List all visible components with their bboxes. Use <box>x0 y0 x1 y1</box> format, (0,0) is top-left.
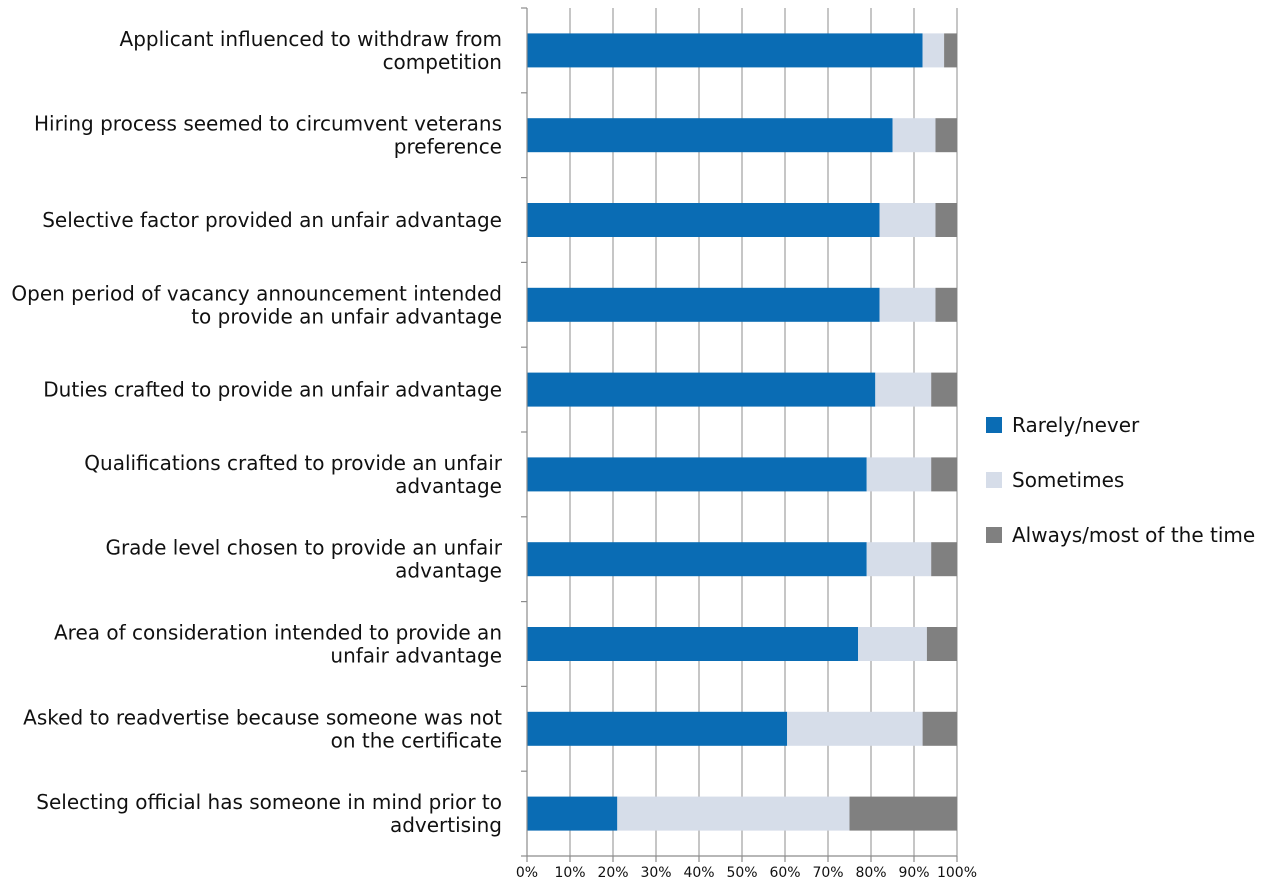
bar-segment-2-row-6 <box>866 457 932 492</box>
category-label: Grade level chosen to provide an unfair a… <box>105 536 502 583</box>
x-tick-label: 80% <box>855 865 886 879</box>
bar-segment-2-row-4 <box>879 287 936 322</box>
bar-segment-3-row-4 <box>935 287 957 322</box>
legend-swatch <box>986 527 1002 543</box>
bar-segment-1-row-4 <box>527 287 880 322</box>
bar-segment-3-row-8 <box>926 627 957 661</box>
bar-segment-3-row-1 <box>944 33 957 68</box>
x-tick-label: 60% <box>769 865 800 879</box>
category-label-line: Area of consideration intended to provid… <box>54 621 502 645</box>
x-tick-label: 0% <box>516 865 538 879</box>
category-label-line: advantage <box>395 559 502 583</box>
category-label-line: Selective factor provided an unfair adva… <box>42 208 502 232</box>
bar-segment-1-row-2 <box>527 118 893 153</box>
x-tick-label: 90% <box>898 865 929 879</box>
x-tick-label: 50% <box>726 865 757 879</box>
category-label: Hiring process seemed to circumvent vete… <box>34 112 502 159</box>
bar-segment-2-row-7 <box>866 542 932 577</box>
category-label-line: advertising <box>390 813 502 837</box>
x-tick-label: 30% <box>640 865 671 879</box>
bar-segment-2-row-5 <box>875 372 932 407</box>
bar-segment-3-row-6 <box>931 457 957 492</box>
category-label-line: Grade level chosen to provide an unfair <box>105 536 502 560</box>
bar-segment-1-row-9 <box>527 711 788 746</box>
category-label-line: on the certificate <box>331 728 502 752</box>
category-label-line: Hiring process seemed to circumvent vete… <box>34 112 502 136</box>
x-tick-label: 40% <box>683 865 714 879</box>
bar-segment-3-row-2 <box>935 118 957 153</box>
category-label-line: advantage <box>395 474 502 498</box>
bar-segment-1-row-5 <box>527 372 876 407</box>
category-label: Asked to readvertise because someone was… <box>23 705 502 752</box>
bars <box>527 33 957 831</box>
bar-segment-2-row-2 <box>892 118 936 153</box>
category-label-line: to provide an unfair advantage <box>191 304 502 328</box>
category-labels: Applicant influenced to withdraw from com… <box>11 27 502 837</box>
category-label: Open period of vacancy announcement inte… <box>11 281 502 328</box>
legend-label: Always/most of the time <box>1012 523 1255 547</box>
bar-segment-1-row-7 <box>527 542 867 577</box>
legend-swatch <box>986 417 1002 433</box>
bar-segment-1-row-1 <box>527 33 923 68</box>
x-tick-label: 10% <box>554 865 585 879</box>
category-label-line: Asked to readvertise because someone was… <box>23 705 502 729</box>
category-label-line: preference <box>394 135 502 159</box>
bar-segment-2-row-8 <box>858 627 927 661</box>
bar-segment-2-row-3 <box>879 203 936 237</box>
category-label-line: competition <box>383 50 502 74</box>
x-tick-labels: 0% 10% 20% 30% 40% 50% 60% 70% 80% 90% 100% <box>516 865 977 879</box>
bar-segment-2-row-9 <box>787 711 923 746</box>
bar-segment-1-row-10 <box>527 796 618 831</box>
x-tick-label: 100% <box>937 865 977 879</box>
bar-segment-1-row-6 <box>527 457 867 492</box>
bar-segment-1-row-3 <box>527 203 880 237</box>
bar-segment-1-row-8 <box>527 627 859 661</box>
x-tick-label: 70% <box>812 865 843 879</box>
category-label-line: Selecting official has someone in mind p… <box>36 790 502 814</box>
x-tick-label: 20% <box>597 865 628 879</box>
bar-segment-3-row-7 <box>931 542 957 577</box>
category-label-line: Open period of vacancy announcement inte… <box>11 281 502 305</box>
category-label-line: Qualifications crafted to provide an unf… <box>84 451 502 475</box>
bar-segment-3-row-5 <box>931 372 957 407</box>
category-label: Duties crafted to provide an unfair adva… <box>43 378 502 402</box>
legend-swatch <box>986 472 1002 488</box>
bar-segment-2-row-1 <box>922 33 945 68</box>
bar-segment-3-row-10 <box>849 796 957 831</box>
category-label: Area of consideration intended to provid… <box>54 621 502 668</box>
category-label: Selective factor provided an unfair adva… <box>42 208 502 232</box>
axes <box>521 7 958 862</box>
legend: Rarely/never Sometimes Always/most of the … <box>986 413 1255 547</box>
category-label: Selecting official has someone in mind p… <box>36 790 502 837</box>
category-label-line: Applicant influenced to withdraw from <box>120 27 502 51</box>
bar-segment-2-row-10 <box>617 796 850 831</box>
category-label: Applicant influenced to withdraw from com… <box>120 27 502 74</box>
category-label-line: unfair advantage <box>330 644 502 668</box>
bar-segment-3-row-9 <box>922 711 957 746</box>
legend-label: Rarely/never <box>1012 413 1140 437</box>
category-label-line: Duties crafted to provide an unfair adva… <box>43 378 502 402</box>
legend-label: Sometimes <box>1012 468 1124 492</box>
bar-segment-3-row-3 <box>935 203 957 237</box>
category-label: Qualifications crafted to provide an unf… <box>84 451 502 498</box>
